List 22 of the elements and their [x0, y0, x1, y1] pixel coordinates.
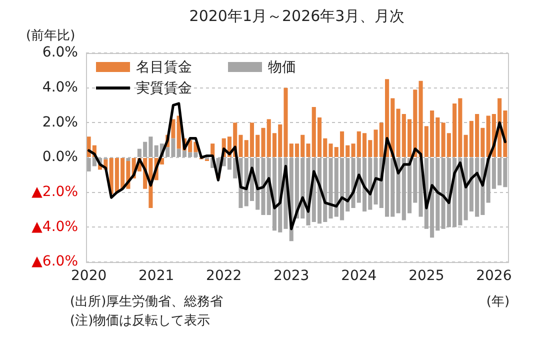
y-axis-title: (前年比) — [26, 28, 76, 44]
x-tick-label: 2025 — [408, 268, 444, 284]
y-tick-label: 4.0% — [42, 79, 78, 96]
y-tick-label: ▲2.0% — [32, 184, 78, 200]
legend-label: 名目賃金 — [136, 60, 192, 76]
x-tick-label: 2024 — [341, 268, 377, 284]
y-tick-label: ▲4.0% — [32, 218, 78, 235]
legend-label: 物価 — [268, 60, 296, 76]
y-tick-label: ▲6.0% — [32, 254, 78, 270]
chart-title: 2020年1月～2026年3月、月次 — [189, 6, 405, 25]
x-tick-label: 2021 — [138, 268, 174, 284]
x-tick-label: 2022 — [206, 268, 242, 284]
text: (注)物価は反転して表示 — [70, 313, 210, 328]
legend-label: 実質賃金 — [136, 80, 192, 97]
x-axis-title: (年) — [486, 294, 510, 310]
text: (出所)厚生労働省、総務省 — [70, 294, 224, 310]
y-tick-label: 6.0% — [42, 44, 78, 61]
x-tick-label: 2023 — [274, 268, 310, 284]
x-tick-label: 2020 — [70, 268, 107, 284]
y-tick-label: 2.0% — [42, 114, 78, 130]
x-tick-label: 2026 — [476, 268, 512, 284]
y-tick-label: 0.0% — [42, 149, 78, 166]
